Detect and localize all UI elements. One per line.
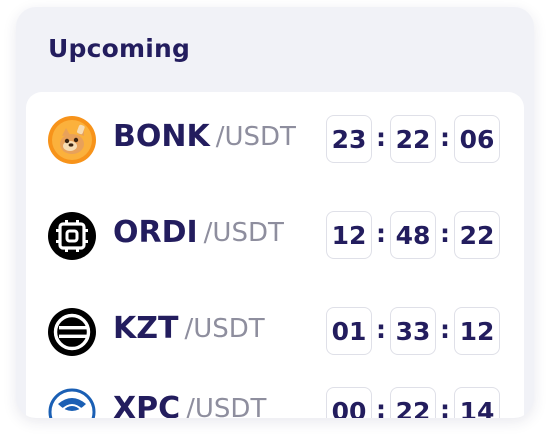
trading-pair: ORDI/USDT (113, 215, 284, 250)
countdown-hours: 01 (326, 307, 372, 355)
quote-asset: /USDT (186, 393, 267, 419)
upcoming-card: Upcoming BONK/USDT (16, 7, 534, 418)
bonk-icon (48, 116, 96, 164)
countdown-minutes: 22 (390, 115, 436, 163)
countdown-hours: 00 (326, 387, 372, 418)
ordi-icon (48, 212, 96, 260)
countdown-separator: : (440, 315, 450, 344)
xpc-icon (48, 388, 96, 418)
countdown-separator: : (376, 315, 386, 344)
countdown-separator: : (440, 395, 450, 418)
trading-pair: KZT/USDT (113, 311, 265, 346)
countdown-hours: 12 (326, 211, 372, 259)
countdown-separator: : (440, 219, 450, 248)
base-asset: ORDI (113, 215, 198, 250)
countdown-minutes: 48 (390, 211, 436, 259)
countdown-seconds: 14 (454, 387, 500, 418)
listing-row-xpc[interactable]: XPC/USDT 00 : 22 : 14 (26, 383, 524, 418)
base-asset: BONK (113, 119, 210, 154)
trading-pair: XPC/USDT (113, 391, 266, 418)
countdown-separator: : (440, 123, 450, 152)
countdown-minutes: 33 (390, 307, 436, 355)
countdown-seconds: 06 (454, 115, 500, 163)
upcoming-list: BONK/USDT 23 : 22 : 06 (26, 92, 524, 418)
quote-asset: /USDT (203, 217, 284, 248)
countdown-hours: 23 (326, 115, 372, 163)
section-title: Upcoming (48, 34, 191, 63)
countdown-separator: : (376, 123, 386, 152)
countdown-minutes: 22 (390, 387, 436, 418)
base-asset: KZT (113, 311, 179, 346)
countdown-seconds: 22 (454, 211, 500, 259)
countdown-seconds: 12 (454, 307, 500, 355)
trading-pair: BONK/USDT (113, 119, 296, 154)
listing-row-kzt[interactable]: KZT/USDT 01 : 33 : 12 (26, 303, 524, 361)
quote-asset: /USDT (215, 121, 296, 152)
quote-asset: /USDT (184, 313, 265, 344)
countdown-separator: : (376, 219, 386, 248)
base-asset: XPC (113, 391, 181, 418)
countdown-separator: : (376, 395, 386, 418)
listing-row-bonk[interactable]: BONK/USDT 23 : 22 : 06 (26, 111, 524, 169)
listing-row-ordi[interactable]: ORDI/USDT 12 : 48 : 22 (26, 207, 524, 265)
kzt-icon (48, 308, 96, 356)
